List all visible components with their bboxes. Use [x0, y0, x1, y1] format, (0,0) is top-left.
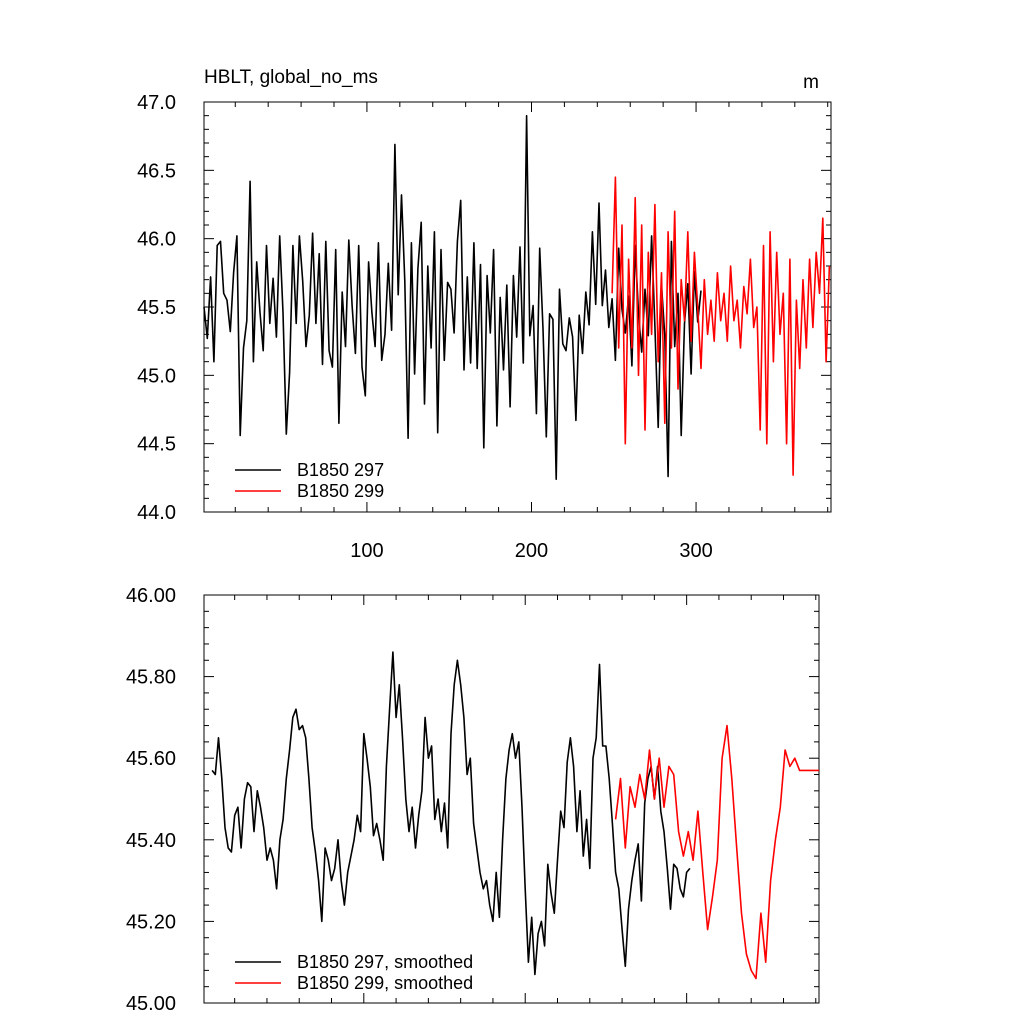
- chart-title: HBLT, global_no_ms: [204, 67, 378, 88]
- series-line-1: [211, 651, 691, 976]
- series-line-1: [203, 114, 702, 481]
- y-tick-label: 44.0: [137, 502, 176, 524]
- y-tick-label: 46.00: [126, 585, 176, 607]
- units-label: m: [803, 72, 819, 93]
- y-tick-label: 44.5: [137, 434, 176, 456]
- series-line-2: [614, 724, 819, 980]
- y-tick-label: 45.60: [126, 748, 176, 770]
- y-tick-label: 45.20: [126, 911, 176, 933]
- x-tick-label: 100: [350, 540, 383, 562]
- bottom-panel: 45.00 45.20 45.40 45.60 45.80 46.00 B1850 297,…: [126, 585, 820, 1015]
- y-tick-label: 45.40: [126, 830, 176, 852]
- y-tick-label: 45.80: [126, 667, 176, 689]
- legend-label: B1850 297: [297, 460, 384, 480]
- x-tick-label: 200: [515, 540, 548, 562]
- y-tick-label: 45.5: [137, 297, 176, 319]
- y-tick-label: 46.0: [137, 229, 176, 251]
- x-tick-label: 300: [679, 540, 712, 562]
- legend-label: B1850 297, smoothed: [297, 952, 473, 972]
- series-line-2: [611, 176, 831, 476]
- y-tick-label: 45.00: [126, 993, 176, 1015]
- y-tick-label: 46.5: [137, 160, 176, 182]
- plot-frame: [203, 594, 820, 1004]
- y-tick-label: 45.0: [137, 365, 176, 387]
- top-panel: 44.0 44.5 45.0 45.5 46.0 46.5 47.0 100 200 300 B18…: [137, 92, 832, 562]
- legend-label: B1850 299: [297, 481, 384, 501]
- legend-label: B1850 299, smoothed: [297, 973, 473, 993]
- y-tick-label: 47.0: [137, 92, 176, 114]
